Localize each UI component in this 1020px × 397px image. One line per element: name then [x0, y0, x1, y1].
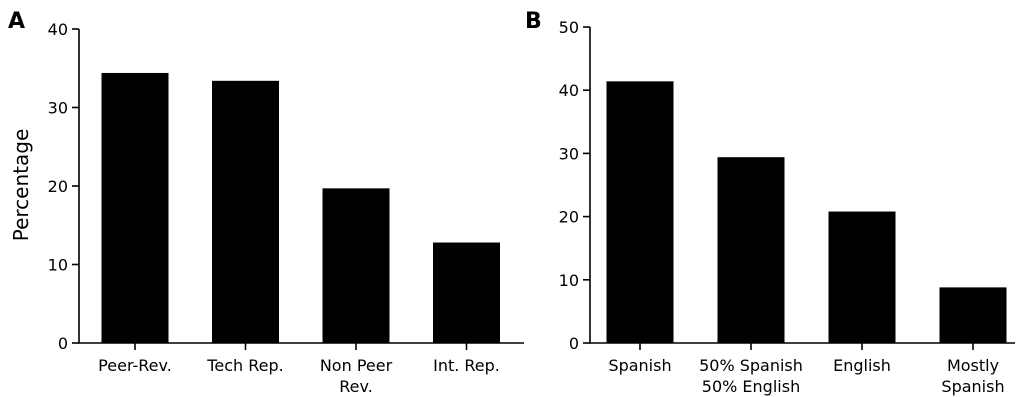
panel-b-axes	[589, 27, 1015, 344]
panel-b-category-label: 50% Spanish	[699, 356, 803, 375]
panel-b-bar	[828, 211, 896, 343]
panel-b-category-labels: Spanish 50% Spanish 50% English English Most…	[608, 343, 1005, 396]
panel-b-category-label: English	[833, 356, 891, 375]
panel-b-letter: B	[525, 9, 542, 34]
panel-a-y-tick-label: 10	[48, 256, 68, 275]
panel-a-category-label: Peer-Rev.	[98, 356, 172, 375]
panel-a-y-tick-label: 40	[48, 20, 68, 39]
panel-b-category-label: Mostly	[947, 356, 999, 375]
panel-b-y-tick-label: 50	[559, 18, 579, 37]
panel-a-category-label: Tech Rep.	[206, 356, 283, 375]
panel-b-category-label: Spanish	[608, 356, 671, 375]
panel-a-category-labels: Peer-Rev. Tech Rep. Non Peer Rev. Int. Rep.	[98, 343, 500, 396]
panel-a-y-tick-label: 20	[48, 177, 68, 196]
panel-a-category-label: Rev.	[339, 377, 373, 396]
panel-a-y-axis-label: Percentage	[9, 129, 33, 242]
panel-a-chart: A Percentage 0 10 20 30 40 Peer-Rev. Tech Rep…	[8, 9, 524, 396]
panel-b-category-label: Spanish	[941, 377, 1004, 396]
panel-b-bar	[606, 81, 674, 344]
panel-a-bars	[101, 72, 500, 344]
panel-b-y-ticks: 0 10 20 30 40 50	[559, 18, 590, 353]
panel-b-bars	[606, 81, 1007, 344]
panel-b-chart: B 0 10 20 30 40 50 Spanish 50% Spanish 50% Engl…	[525, 9, 1015, 396]
panel-a-bar	[322, 188, 390, 343]
panel-b-y-tick-label: 0	[569, 334, 579, 353]
panel-b-category-label: 50% English	[702, 377, 800, 396]
panel-a-y-ticks: 0 10 20 30 40	[48, 20, 79, 353]
panel-a-category-label: Int. Rep.	[433, 356, 500, 375]
panel-b-bar	[717, 157, 785, 343]
panel-b-y-tick-label: 40	[559, 81, 579, 100]
panel-a-y-tick-label: 30	[48, 99, 68, 118]
panel-a-category-label: Non Peer	[320, 356, 393, 375]
panel-a-axes	[78, 29, 524, 344]
panel-a-bar	[101, 72, 169, 344]
panel-b-y-tick-label: 20	[559, 208, 579, 227]
panel-a-bar	[433, 242, 500, 343]
panel-b-y-tick-label: 10	[559, 271, 579, 290]
panel-a-letter: A	[8, 9, 25, 34]
panel-a-bar	[212, 80, 279, 343]
panel-b-bar	[939, 287, 1007, 343]
panel-b-y-tick-label: 30	[559, 144, 579, 163]
panel-a-y-tick-label: 0	[58, 334, 68, 353]
